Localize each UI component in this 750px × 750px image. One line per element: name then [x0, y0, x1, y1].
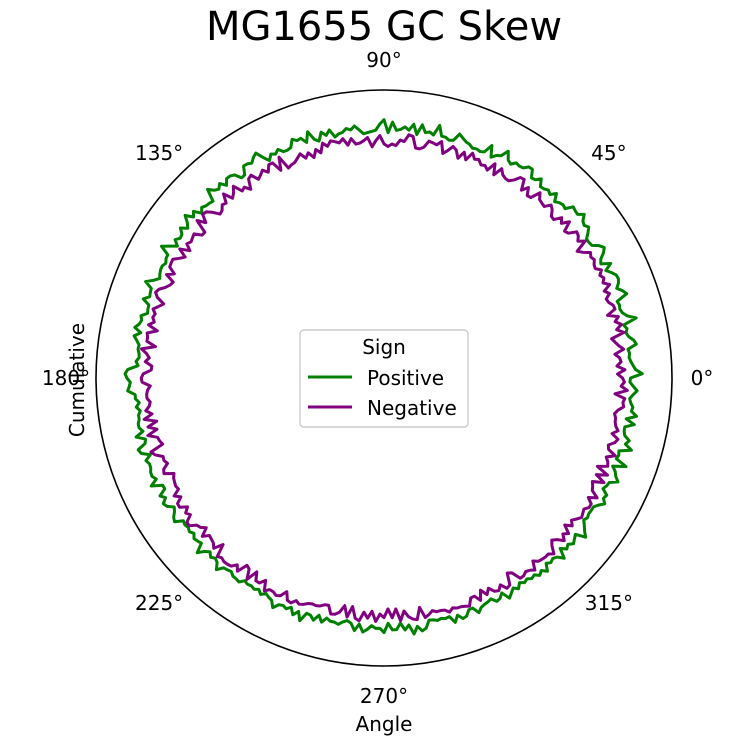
angle-tick-225: 225°: [135, 591, 183, 615]
angle-tick-90: 90°: [366, 48, 401, 72]
angle-tick-270: 270°: [360, 684, 408, 708]
series-line-positive: [123, 118, 644, 636]
angle-tick-180: 180°: [42, 366, 90, 390]
series-line-negative: [139, 133, 629, 624]
legend-title: Sign: [362, 335, 406, 359]
angle-tick-layer: 0° 45° 90° 135° 180° 225° 270° 315°: [42, 48, 713, 708]
polar-frame: [95, 89, 673, 667]
series-layer: [123, 118, 644, 636]
legend-label-positive: Positive: [367, 366, 444, 390]
angle-tick-315: 315°: [585, 591, 633, 615]
legend: Sign Positive Negative: [299, 329, 469, 428]
y-axis-label: Cumulative: [65, 323, 89, 437]
angle-tick-0: 0°: [691, 366, 714, 390]
legend-label-negative: Negative: [367, 396, 457, 420]
angle-tick-45: 45°: [591, 141, 626, 165]
chart-title: MG1655 GC Skew: [206, 4, 562, 50]
x-axis-label: Angle: [356, 712, 413, 736]
legend-box: [299, 329, 469, 428]
angle-tick-135: 135°: [135, 141, 183, 165]
